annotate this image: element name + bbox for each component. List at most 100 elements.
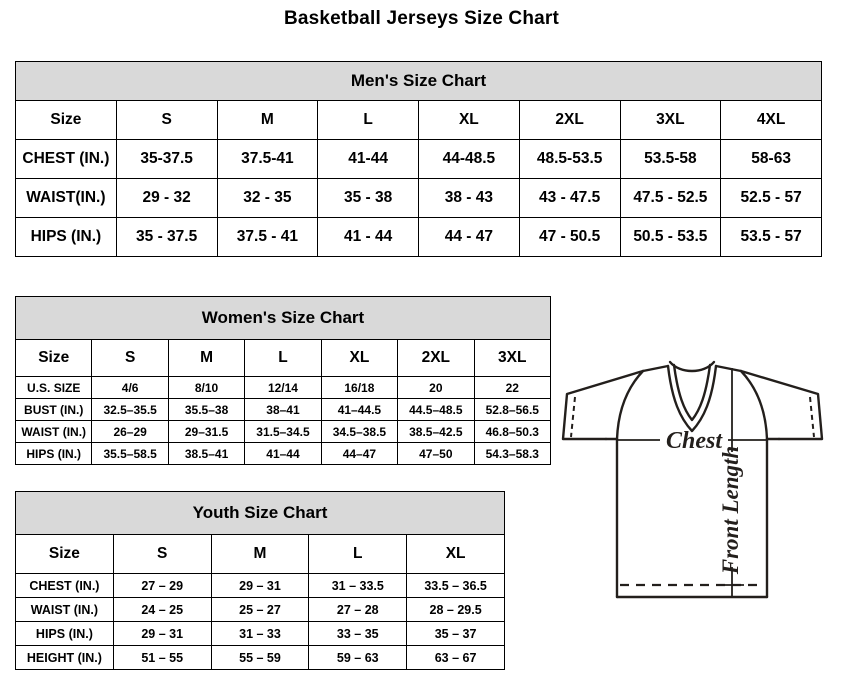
mens-chest-m: 37.5-41 bbox=[216, 139, 319, 179]
youth-waist-xl: 28 – 29.5 bbox=[406, 597, 505, 622]
mens-row-label-chest: CHEST (IN.) bbox=[15, 139, 117, 179]
womens-row-label-hips: HIPS (IN.) bbox=[14, 442, 93, 465]
youth-height-s: 51 – 55 bbox=[112, 645, 212, 670]
mens-waist-m: 32 - 35 bbox=[216, 178, 319, 218]
youth-hips-m: 31 – 33 bbox=[210, 621, 310, 646]
jersey-right-armhole bbox=[739, 369, 769, 441]
youth-column-header-xl: XL bbox=[406, 534, 505, 574]
jersey-right-sleeve-outline bbox=[739, 369, 824, 441]
youth-waist-l: 27 – 28 bbox=[308, 597, 408, 622]
womens-hips-s: 35.5–58.5 bbox=[91, 442, 169, 465]
womens-column-header-3xl: 3XL bbox=[473, 339, 552, 377]
table-row: HIPS (IN.) 29 – 31 31 – 33 33 – 35 35 – … bbox=[15, 621, 505, 646]
mens-column-header-2xl: 2XL bbox=[518, 100, 621, 140]
mens-column-header-m: M bbox=[216, 100, 319, 140]
jersey-right-cuff-stitch bbox=[809, 396, 815, 438]
youth-chest-m: 29 – 31 bbox=[210, 573, 310, 598]
table-header-row: Size S M L XL 2XL 3XL 4XL bbox=[15, 100, 822, 140]
womens-hips-3xl: 54.3–58.3 bbox=[473, 442, 552, 465]
womens-us-size-2xl: 20 bbox=[397, 376, 475, 399]
mens-row-label-hips: HIPS (IN.) bbox=[15, 217, 117, 257]
womens-row-label-bust: BUST (IN.) bbox=[14, 398, 93, 421]
womens-bust-3xl: 52.8–56.5 bbox=[473, 398, 552, 421]
womens-us-size-m: 8/10 bbox=[167, 376, 246, 399]
womens-us-size-xl: 16/18 bbox=[320, 376, 399, 399]
youth-height-l: 59 – 63 bbox=[308, 645, 408, 670]
table-row: WAIST (IN.) 26–29 29–31.5 31.5–34.5 34.5… bbox=[14, 420, 552, 443]
womens-waist-s: 26–29 bbox=[91, 420, 169, 443]
table-row: HIPS (IN.) 35.5–58.5 38.5–41 41–44 44–47… bbox=[14, 442, 552, 465]
jersey-measurement-diagram: Chest Front Length bbox=[560, 352, 838, 642]
womens-row-label-us-size: U.S. SIZE bbox=[14, 376, 93, 399]
womens-row-label-waist: WAIST (IN.) bbox=[14, 420, 93, 443]
mens-column-header-4xl: 4XL bbox=[720, 100, 822, 140]
table-banner-row: Men's Size Chart bbox=[15, 61, 822, 101]
youth-row-label-height: HEIGHT (IN.) bbox=[15, 645, 114, 670]
womens-chart-banner: Women's Size Chart bbox=[15, 296, 551, 340]
womens-hips-xl: 44–47 bbox=[320, 442, 399, 465]
table-banner-row: Women's Size Chart bbox=[15, 296, 551, 340]
womens-waist-l: 31.5–34.5 bbox=[244, 420, 322, 443]
table-row: BUST (IN.) 32.5–35.5 35.5–38 38–41 41–44… bbox=[14, 398, 552, 421]
jersey-left-armhole bbox=[615, 369, 645, 441]
front-length-measure-label: Front Length bbox=[718, 446, 743, 575]
mens-waist-2xl: 43 - 47.5 bbox=[518, 178, 621, 218]
womens-bust-l: 38–41 bbox=[244, 398, 322, 421]
youth-row-label-chest: CHEST (IN.) bbox=[15, 573, 114, 598]
youth-height-m: 55 – 59 bbox=[210, 645, 310, 670]
youth-chest-s: 27 – 29 bbox=[112, 573, 212, 598]
youth-waist-m: 25 – 27 bbox=[210, 597, 310, 622]
mens-hips-3xl: 50.5 - 53.5 bbox=[619, 217, 722, 257]
mens-hips-l: 41 - 44 bbox=[317, 217, 419, 257]
table-row: WAIST (IN.) 24 – 25 25 – 27 27 – 28 28 –… bbox=[15, 597, 505, 622]
table-row: WAIST(IN.) 29 - 32 32 - 35 35 - 38 38 - … bbox=[15, 178, 822, 218]
mens-waist-3xl: 47.5 - 52.5 bbox=[619, 178, 722, 218]
youth-hips-l: 33 – 35 bbox=[308, 621, 408, 646]
mens-column-header-s: S bbox=[115, 100, 218, 140]
womens-bust-xl: 41–44.5 bbox=[320, 398, 399, 421]
womens-waist-3xl: 46.8–50.3 bbox=[473, 420, 552, 443]
mens-hips-4xl: 53.5 - 57 bbox=[720, 217, 822, 257]
womens-column-header-2xl: 2XL bbox=[397, 339, 475, 377]
mens-column-header-3xl: 3XL bbox=[619, 100, 722, 140]
youth-row-label-hips: HIPS (IN.) bbox=[15, 621, 114, 646]
table-header-row: Size S M L XL bbox=[15, 534, 505, 574]
womens-us-size-3xl: 22 bbox=[473, 376, 552, 399]
womens-hips-m: 38.5–41 bbox=[167, 442, 246, 465]
youth-height-xl: 63 – 67 bbox=[406, 645, 505, 670]
youth-hips-s: 29 – 31 bbox=[112, 621, 212, 646]
mens-chart-banner: Men's Size Chart bbox=[15, 61, 822, 101]
mens-chest-l: 41-44 bbox=[317, 139, 419, 179]
table-row: CHEST (IN.) 35-37.5 37.5-41 41-44 44-48.… bbox=[15, 139, 822, 179]
jersey-vneck-inner bbox=[672, 363, 712, 422]
womens-hips-2xl: 47–50 bbox=[397, 442, 475, 465]
jersey-left-sleeve-outline bbox=[561, 369, 645, 441]
womens-us-size-s: 4/6 bbox=[91, 376, 169, 399]
mens-chest-s: 35-37.5 bbox=[115, 139, 218, 179]
womens-waist-m: 29–31.5 bbox=[167, 420, 246, 443]
womens-waist-xl: 34.5–38.5 bbox=[320, 420, 399, 443]
page-title: Basketball Jerseys Size Chart bbox=[283, 8, 560, 29]
youth-waist-s: 24 – 25 bbox=[112, 597, 212, 622]
mens-chest-xl: 44-48.5 bbox=[418, 139, 520, 179]
mens-size-chart-table: Men's Size Chart Size S M L XL 2XL 3XL 4… bbox=[15, 61, 822, 257]
jersey-collar-band bbox=[668, 360, 716, 373]
youth-hips-xl: 35 – 37 bbox=[406, 621, 505, 646]
mens-hips-xl: 44 - 47 bbox=[418, 217, 520, 257]
jersey-illustration-icon: Chest Front Length bbox=[561, 360, 824, 599]
jersey-right-shoulder-seam bbox=[714, 364, 743, 373]
mens-row-label-waist: WAIST(IN.) bbox=[15, 178, 117, 218]
womens-hips-l: 41–44 bbox=[244, 442, 322, 465]
womens-bust-s: 32.5–35.5 bbox=[91, 398, 169, 421]
womens-column-header-size: Size bbox=[14, 339, 93, 377]
womens-bust-m: 35.5–38 bbox=[167, 398, 246, 421]
mens-hips-2xl: 47 - 50.5 bbox=[518, 217, 621, 257]
mens-chest-3xl: 53.5-58 bbox=[619, 139, 722, 179]
womens-size-chart-table: Women's Size Chart Size S M L XL 2XL 3XL… bbox=[14, 296, 552, 465]
mens-waist-xl: 38 - 43 bbox=[418, 178, 520, 218]
jersey-left-shoulder-seam bbox=[641, 364, 670, 373]
womens-column-header-l: L bbox=[244, 339, 322, 377]
womens-bust-2xl: 44.5–48.5 bbox=[397, 398, 475, 421]
table-row: CHEST (IN.) 27 – 29 29 – 31 31 – 33.5 33… bbox=[15, 573, 505, 598]
table-banner-row: Youth Size Chart bbox=[15, 491, 505, 535]
